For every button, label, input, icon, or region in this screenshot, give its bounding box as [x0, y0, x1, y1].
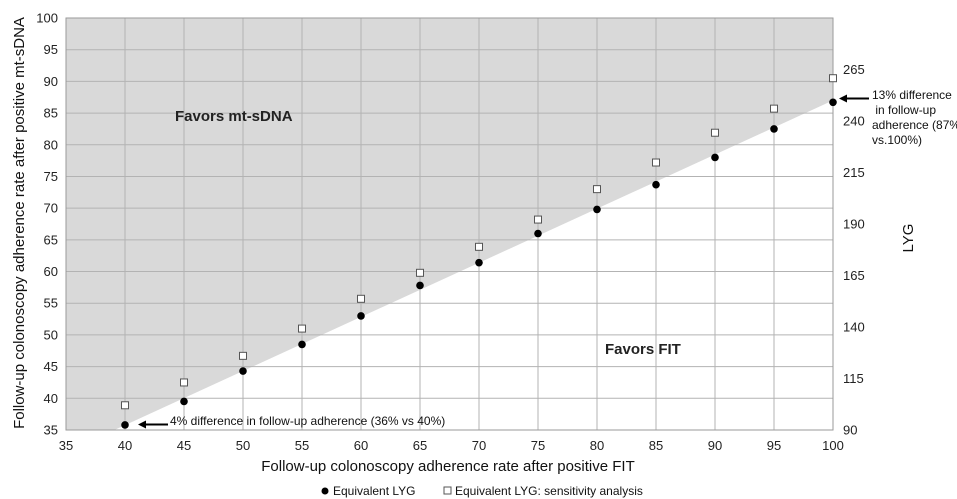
y-tick-label: 45	[44, 359, 58, 374]
series-layer	[121, 74, 837, 429]
annotation-line-1: 13% difference	[872, 88, 952, 102]
point-equivalent-lyg	[180, 397, 188, 406]
x-tick-label: 65	[413, 438, 427, 453]
point-sensitivity	[180, 378, 188, 387]
y-tick-label: 100	[36, 11, 58, 26]
arrowhead-icon	[839, 94, 847, 103]
annotation-line-4: vs.100%)	[872, 133, 922, 147]
y-tick-label: 85	[44, 106, 58, 121]
point-sensitivity	[829, 74, 837, 83]
plot-border	[65, 17, 834, 431]
point-equivalent-lyg	[239, 367, 247, 375]
annotation-left: 4% difference in follow-up adherence (36…	[138, 414, 445, 429]
x-tick-label: 80	[590, 438, 604, 453]
point-sensitivity	[416, 268, 424, 277]
annotation-right: 13% difference in follow-up adherence (8…	[839, 88, 957, 147]
y-tick-label: 50	[44, 327, 58, 342]
point-sensitivity	[652, 158, 660, 167]
y-axis-title: Follow-up colonoscopy adherence rate aft…	[11, 17, 28, 429]
point-sensitivity	[593, 185, 601, 194]
point-sensitivity	[357, 294, 365, 303]
point-sensitivity	[770, 104, 778, 113]
point-equivalent-lyg	[475, 258, 483, 267]
point-sensitivity	[534, 215, 542, 224]
y2-tick-label: 140	[843, 320, 865, 335]
x-tick-label: 45	[177, 438, 191, 453]
point-equivalent-lyg	[593, 205, 601, 214]
region-label-fit: Favors FIT	[605, 341, 681, 358]
point-equivalent-lyg	[534, 229, 542, 238]
x-axis-title: Follow-up colonoscopy adherence rate aft…	[261, 458, 635, 475]
x-tick-label: 60	[354, 438, 368, 453]
y2-tick-label: 265	[843, 62, 865, 77]
point-sensitivity	[475, 242, 483, 251]
legend-marker-sensitivity	[443, 486, 452, 495]
plot-frame	[65, 17, 834, 431]
y2-tick-label: 240	[843, 114, 865, 129]
y-tick-label: 95	[44, 42, 58, 57]
x-tick-label: 40	[118, 438, 132, 453]
legend-marker-equivalent-lyg	[321, 487, 329, 495]
x-tick-label: 35	[59, 438, 73, 453]
legend: Equivalent LYG Equivalent LYG: sensitivi…	[321, 484, 643, 498]
legend-label-equivalent-lyg: Equivalent LYG	[333, 484, 416, 498]
y-tick-label: 65	[44, 232, 58, 247]
y-tick-label: 40	[44, 391, 58, 406]
y-tick-label: 55	[44, 296, 58, 311]
arrowhead-icon	[138, 420, 146, 429]
y-axis-ticks: 35 40 45 50 55 60 65 70 75 80 85 90 95 100	[36, 11, 58, 438]
y-tick-label: 90	[44, 74, 58, 89]
y2-axis-ticks: 90 115 140 165 190 215 240 265	[843, 62, 865, 438]
region-label-mt-sdna: Favors mt-sDNA	[175, 108, 293, 125]
y-tick-label: 60	[44, 264, 58, 279]
y2-tick-label: 165	[843, 268, 865, 283]
point-equivalent-lyg	[829, 98, 837, 107]
y2-axis-title: LYG	[900, 224, 917, 253]
point-sensitivity	[121, 401, 129, 410]
x-tick-label: 85	[649, 438, 663, 453]
x-tick-label: 70	[472, 438, 486, 453]
point-equivalent-lyg	[416, 281, 424, 290]
y-tick-label: 35	[44, 423, 58, 438]
x-axis-ticks: 35 40 45 50 55 60 65 70 75 80 85 90 95 100	[59, 438, 844, 453]
legend-label-sensitivity: Equivalent LYG: sensitivity analysis	[455, 484, 643, 498]
y-tick-label: 80	[44, 137, 58, 152]
point-equivalent-lyg	[357, 312, 365, 320]
x-tick-label: 90	[708, 438, 722, 453]
y2-tick-label: 190	[843, 217, 865, 232]
y2-tick-label: 115	[843, 371, 864, 386]
point-equivalent-lyg	[711, 153, 719, 162]
y-tick-label: 75	[44, 169, 58, 184]
point-sensitivity	[298, 324, 306, 333]
x-tick-label: 95	[767, 438, 781, 453]
favors-mt-sdna-region	[66, 18, 833, 430]
x-tick-label: 50	[236, 438, 250, 453]
point-equivalent-lyg	[770, 125, 778, 133]
y2-tick-label: 90	[843, 423, 857, 438]
x-tick-label: 100	[822, 438, 844, 453]
y2-tick-label: 215	[843, 165, 865, 180]
y-tick-label: 70	[44, 201, 58, 216]
point-equivalent-lyg	[121, 421, 129, 429]
annotation-line-3: adherence (87%	[872, 118, 957, 132]
point-sensitivity	[239, 351, 247, 360]
x-tick-label: 75	[531, 438, 545, 453]
annotation-line-2: in follow-up	[872, 103, 936, 117]
point-equivalent-lyg	[298, 340, 306, 349]
point-sensitivity	[711, 128, 719, 137]
plot-area	[66, 18, 833, 430]
point-equivalent-lyg	[652, 180, 660, 189]
x-tick-label: 55	[295, 438, 309, 453]
annotation-text-left: 4% difference in follow-up adherence (36…	[170, 414, 445, 428]
